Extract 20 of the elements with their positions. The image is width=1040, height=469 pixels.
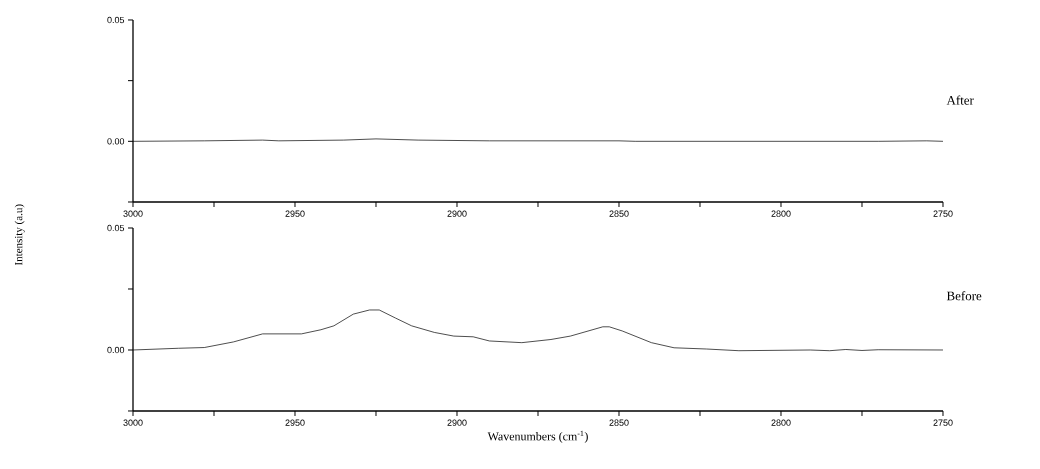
x-tick-label: 3000 [123, 419, 143, 426]
x-tick-label: 3000 [123, 210, 143, 217]
x-tick-label: 2800 [771, 210, 791, 217]
x-tick-label: 2950 [285, 210, 305, 217]
x-tick-label: 2900 [447, 419, 467, 426]
y-tick-label: 0.05 [107, 224, 125, 232]
x-tick-label: 2950 [285, 419, 305, 426]
x-tick-label: 2750 [933, 210, 953, 217]
y-tick-label: 0.00 [107, 346, 125, 354]
x-tick-label: 2850 [609, 210, 629, 217]
x-tick-label: 2800 [771, 419, 791, 426]
text: After [946, 95, 974, 105]
x-axis-title: Wavenumbers (cm$^{-1}$) [487, 430, 588, 443]
text: Before [946, 291, 982, 301]
x-tick-label: 2850 [609, 419, 629, 426]
x-tick-label: 2750 [933, 419, 953, 426]
y-tick-label: 0.05 [107, 16, 125, 24]
y-axis-title: Intensity (a.u) [14, 204, 25, 266]
y-tick-label: 0.00 [107, 138, 125, 145]
x-tick-label: 2900 [447, 210, 467, 217]
